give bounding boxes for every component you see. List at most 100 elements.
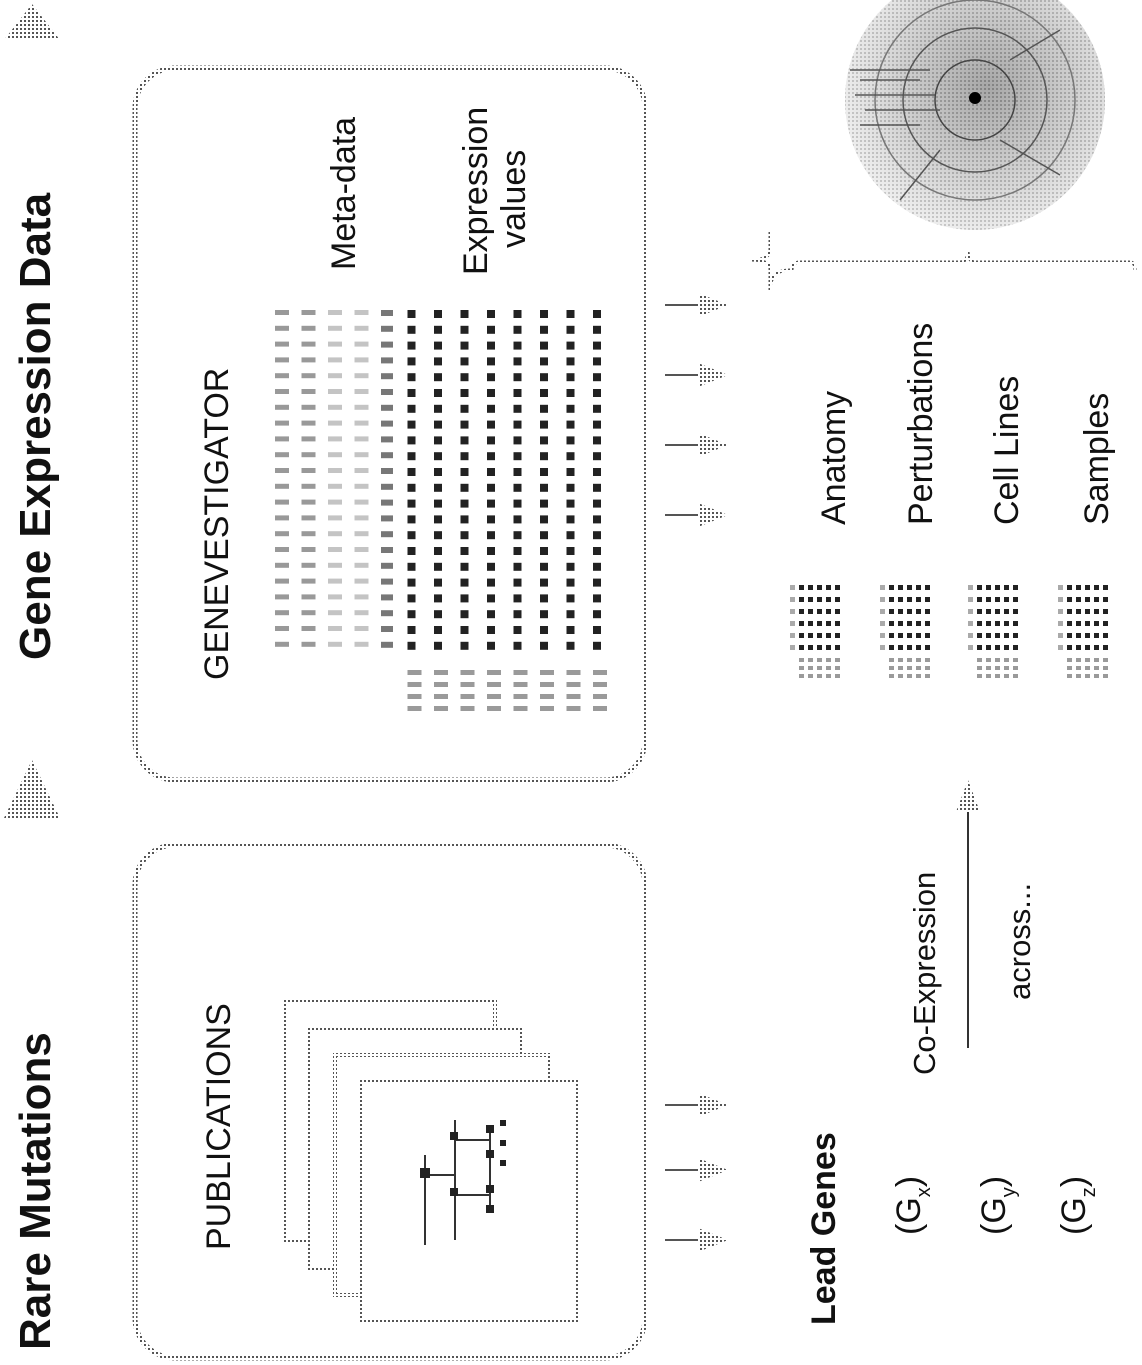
category-grid-cell	[1094, 621, 1099, 626]
category-grid-cell	[826, 585, 831, 590]
matrix-cell	[328, 562, 342, 568]
matrix-cell	[434, 420, 442, 429]
category-grid-meta	[1085, 666, 1090, 670]
matrix-cell	[275, 547, 289, 552]
matrix-cell	[460, 310, 469, 318]
matrix-cell	[301, 578, 316, 584]
category-grid-cell	[835, 621, 840, 626]
category-grid-cell	[889, 609, 894, 614]
matrix-cell	[407, 547, 416, 555]
category-grid-cell	[916, 621, 921, 626]
matrix-cell	[328, 515, 342, 521]
matrix-cell	[407, 420, 416, 429]
matrix-cell	[487, 325, 495, 334]
matrix-cell	[460, 357, 469, 366]
category-grid-cell	[907, 585, 912, 590]
category-grid-cell	[1067, 621, 1072, 626]
matrix-cell	[460, 373, 469, 382]
matrix-cell	[593, 547, 601, 555]
across-label: across...	[1002, 883, 1037, 1000]
matrix-meta-cell	[513, 694, 528, 699]
category-grid-meta	[1067, 674, 1072, 678]
matrix-cell	[434, 626, 442, 634]
category-grid-cell	[1067, 633, 1072, 638]
matrix-cell	[540, 483, 548, 492]
category-grid-cell	[1076, 597, 1081, 602]
matrix-cell	[540, 641, 548, 650]
category-grid-cell	[1094, 585, 1099, 590]
matrix-meta-cell	[593, 670, 607, 675]
matrix-cell	[487, 404, 495, 413]
matrix-cell	[593, 641, 601, 650]
category-cell-lines: Cell Lines	[988, 376, 1026, 525]
matrix-cell	[354, 483, 369, 489]
category-grid-meta	[835, 666, 840, 670]
category-grid-cell	[916, 597, 921, 602]
gene-expression-data-heading: Gene Expression Data	[11, 192, 60, 660]
matrix-meta-cell	[513, 670, 528, 675]
category-grid-cell	[835, 585, 840, 590]
matrix-meta-cell	[407, 682, 422, 687]
category-grid-meta	[925, 674, 930, 678]
matrix-cell	[434, 389, 442, 397]
category-grid-cell	[898, 645, 903, 650]
matrix-cell	[434, 325, 442, 334]
matrix-cell	[301, 436, 316, 442]
matrix-cell	[434, 610, 442, 619]
category-grid-cell	[907, 609, 912, 614]
category-grid-meta	[986, 658, 991, 662]
matrix-cell	[407, 468, 416, 476]
matrix-cell	[487, 499, 495, 508]
category-grid-cell	[1094, 609, 1099, 614]
category-grid-cell	[1004, 597, 1009, 602]
category-grid-cell	[977, 633, 982, 638]
category-grid-cell	[889, 621, 894, 626]
matrix-meta-cell	[434, 682, 448, 687]
matrix-cell	[301, 515, 316, 521]
matrix-cell	[328, 420, 342, 426]
matrix-cell	[540, 578, 548, 587]
matrix-cell	[381, 499, 393, 506]
matrix-cell	[593, 373, 601, 382]
category-grid-cell	[790, 633, 795, 638]
category-grid-cell	[826, 621, 831, 626]
arrow-head-icon	[698, 363, 728, 387]
category-grid-cell	[799, 621, 804, 626]
category-grid-meta	[1103, 658, 1108, 662]
category-grid-meta	[977, 674, 982, 678]
matrix-cell	[328, 310, 342, 315]
matrix-cell	[566, 468, 575, 476]
category-grid-cell	[1076, 645, 1081, 650]
category-grid-cell	[925, 645, 930, 650]
matrix-cell	[566, 341, 575, 350]
arrow-head-icon	[698, 293, 728, 317]
category-grid-cell	[1067, 585, 1072, 590]
category-grid-cell	[986, 645, 991, 650]
category-grid-cell	[986, 597, 991, 602]
category-grid-meta	[1094, 666, 1099, 670]
category-grid-cell	[898, 585, 903, 590]
category-grids	[790, 585, 1108, 678]
category-grid-cell	[1013, 585, 1018, 590]
matrix-cell	[513, 515, 522, 524]
matrix-meta-cell	[434, 694, 448, 699]
matrix-cell	[275, 436, 289, 442]
category-grid-cell	[925, 597, 930, 602]
matrix-cell	[460, 562, 469, 571]
matrix-cell	[301, 610, 316, 616]
matrix-meta-cell	[434, 706, 448, 711]
category-grid-cell	[995, 621, 1000, 626]
category-grid-cell	[1004, 609, 1009, 614]
expression-values-label-line2: values	[495, 150, 533, 248]
category-grid-cell	[808, 585, 813, 590]
matrix-cell	[540, 562, 548, 571]
matrix-meta-cell	[513, 682, 528, 687]
matrix-cell	[354, 547, 369, 552]
matrix-cell	[460, 531, 469, 540]
matrix-cell	[328, 468, 342, 473]
category-grid-meta	[1076, 674, 1081, 678]
matrix-cell	[275, 310, 289, 315]
category-grid-cell	[808, 645, 813, 650]
matrix-meta-cell	[593, 694, 607, 699]
matrix-cell	[593, 325, 601, 334]
